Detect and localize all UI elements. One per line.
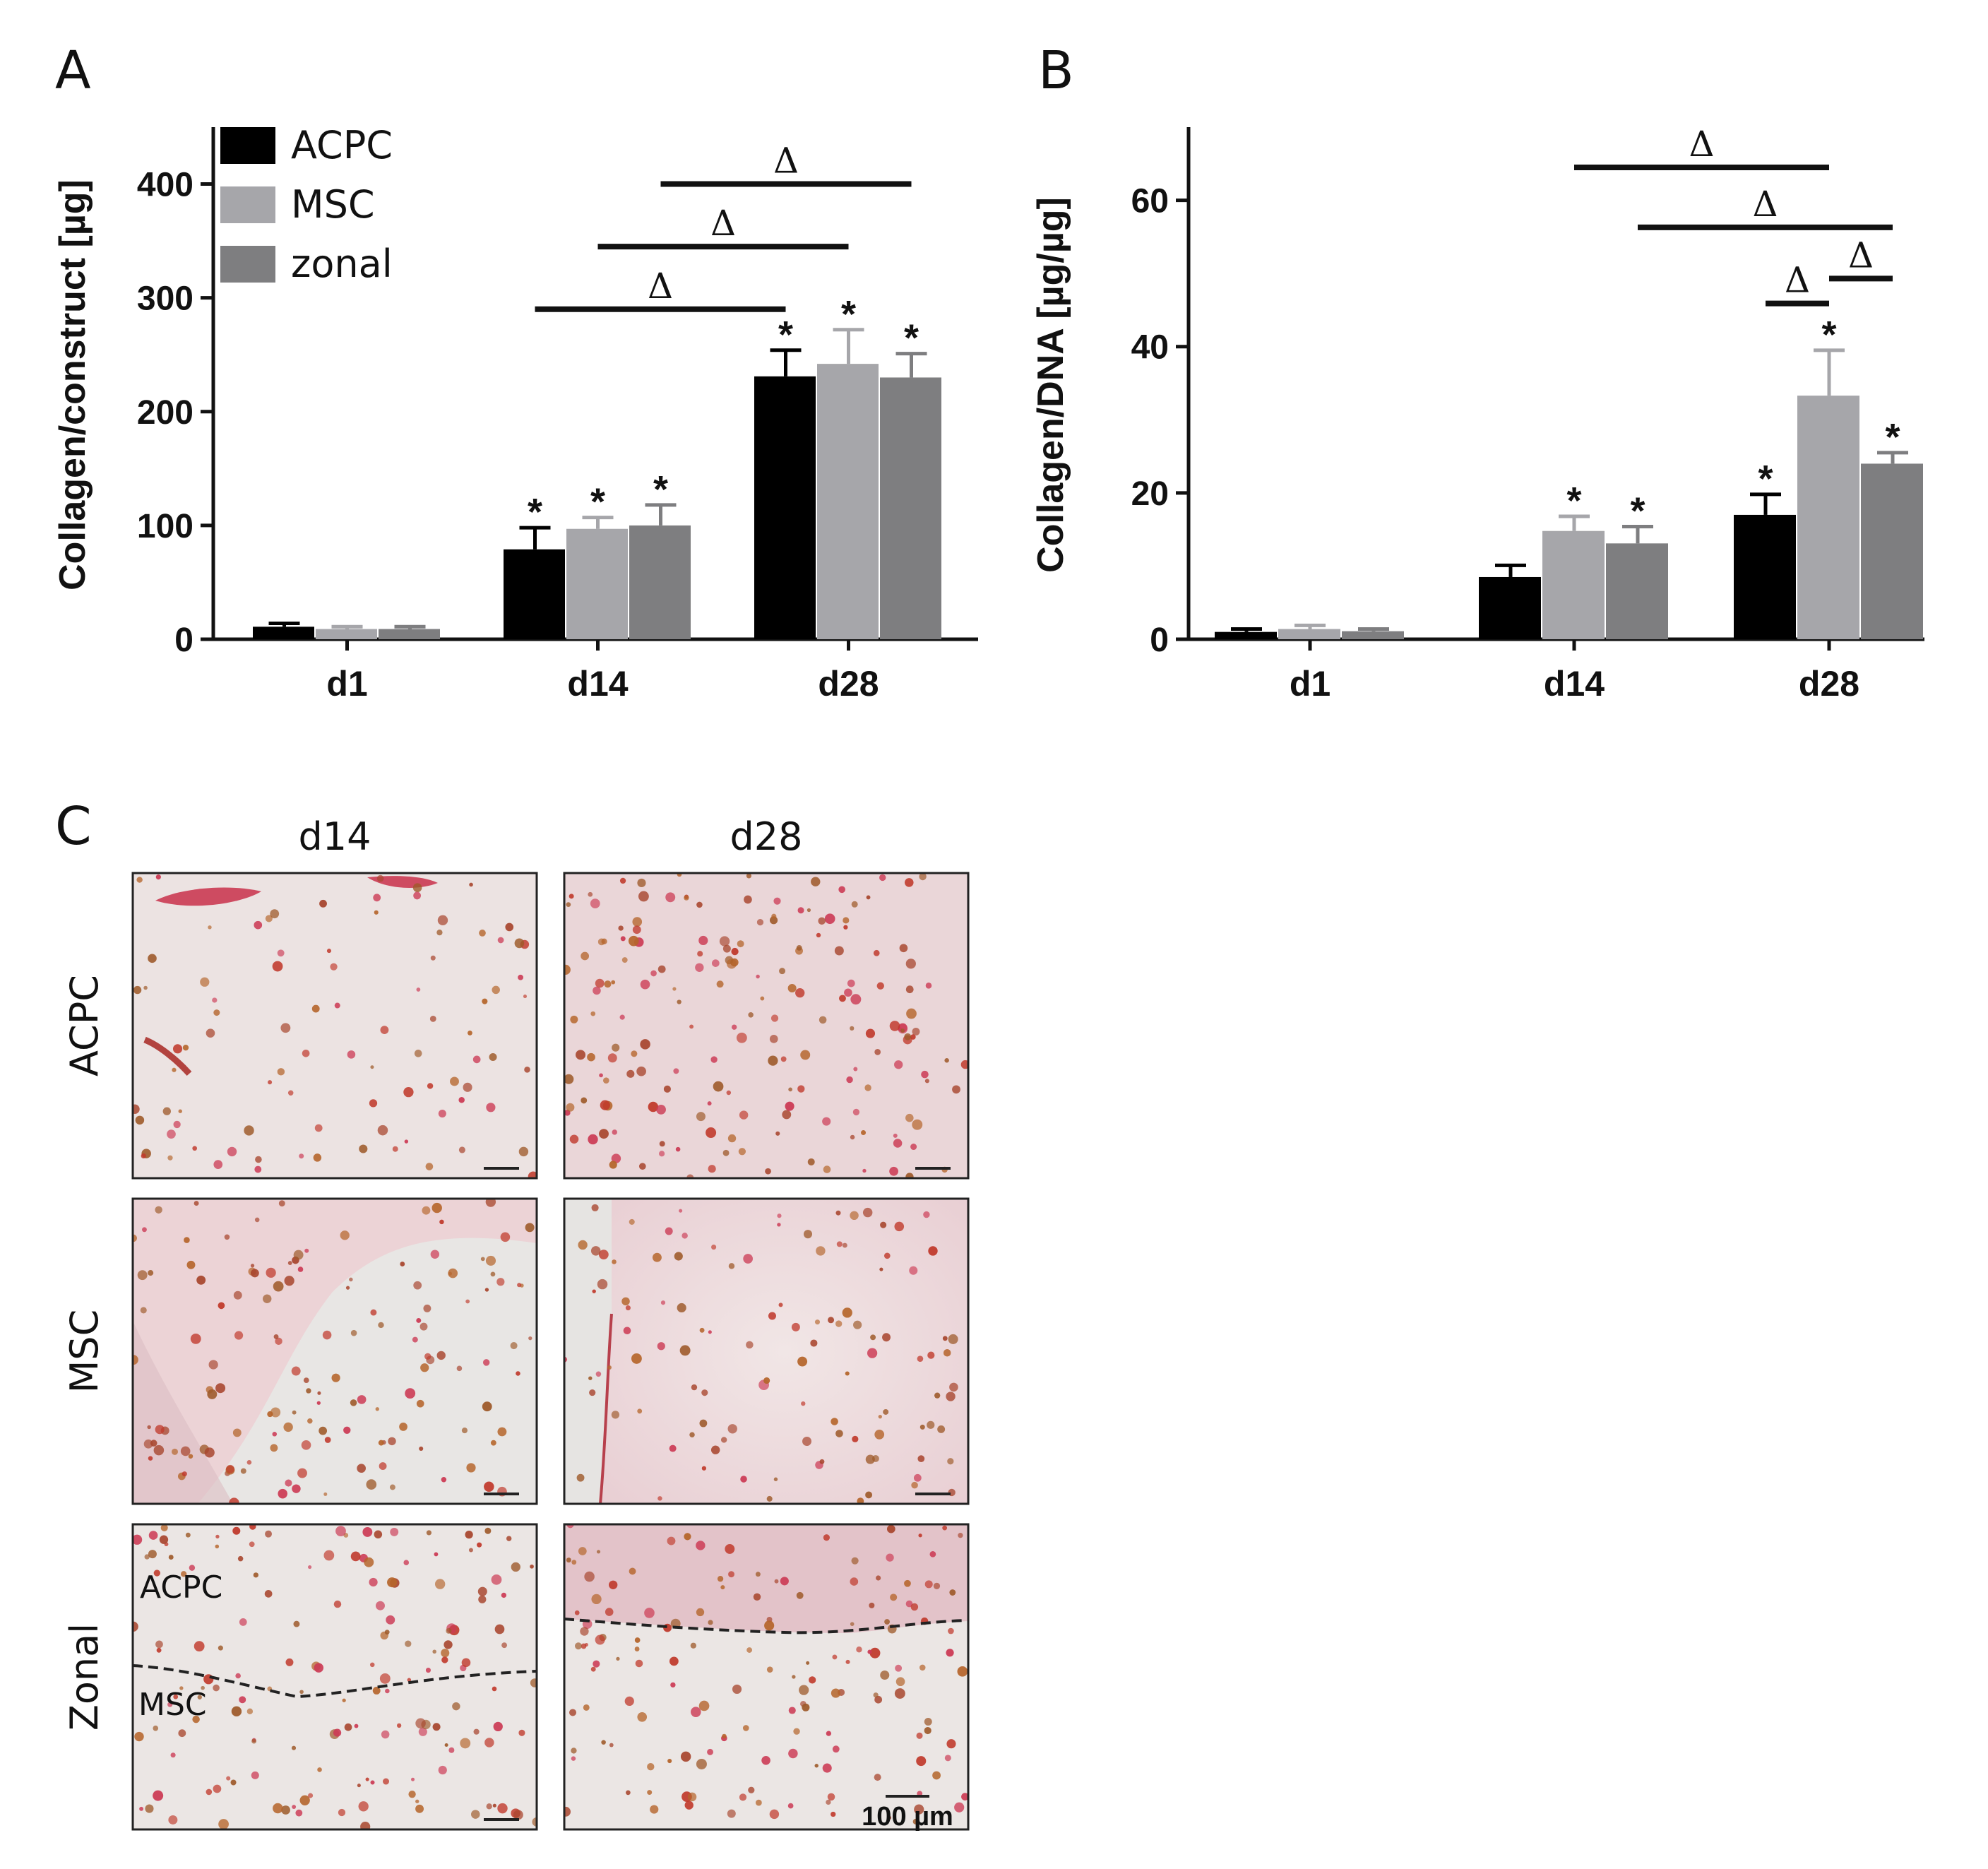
- chart-a-category-d14: d14: [567, 664, 628, 704]
- chart-a-bar-MSC-d14: [566, 528, 628, 639]
- chart-b-bar-zonal-d1: [1342, 631, 1404, 639]
- zonal-label-msc: MSC: [138, 1687, 207, 1723]
- chart-b-asterisk-zonal-d28: *: [1885, 416, 1900, 458]
- panel-label-b: B: [1038, 40, 1074, 101]
- legend-label-MSC: MSC: [291, 182, 375, 227]
- chart-b-ytick-label-2: 40: [1131, 329, 1169, 367]
- chart-b-bar-ACPC-d28: [1734, 514, 1796, 639]
- column-label-d28: d28: [730, 814, 803, 859]
- chart-a: Collagen/construct [µg] 0 100 200 300 400 d1 d…: [52, 127, 978, 704]
- chart-b-category-d1: d1: [1290, 664, 1331, 704]
- chart-b-category-d28: d28: [1799, 664, 1859, 704]
- legend-swatch-MSC: [220, 186, 275, 223]
- chart-a-significance-symbol-1: Δ: [710, 203, 736, 244]
- chart-b-ytick-label-1: 20: [1131, 475, 1169, 513]
- chart-a-bar-zonal-d14: [629, 525, 691, 639]
- chart-b-bar-zonal-d14: [1606, 543, 1668, 639]
- chart-a-ytick-label-4: 400: [137, 167, 194, 204]
- row-label-acpc: ACPC: [62, 975, 107, 1076]
- row-label-zonal: Zonal: [62, 1623, 107, 1731]
- chart-b-bar-zonal-d28: [1861, 463, 1923, 639]
- chart-b-significance-symbol-1: Δ: [1752, 184, 1778, 225]
- chart-b-bar-ACPC-d14: [1479, 576, 1541, 639]
- legend: ACPC MSC zonal: [220, 123, 393, 286]
- chart-a-bar-zonal-d1: [379, 629, 440, 639]
- legend-label-ACPC: ACPC: [291, 123, 393, 167]
- chart-b-significance-symbol-3: Δ: [1848, 235, 1874, 275]
- chart-a-asterisk-ACPC-d28: *: [778, 314, 793, 356]
- chart-b-asterisk-zonal-d14: *: [1630, 490, 1645, 533]
- chart-b-significance-symbol-2: Δ: [1785, 260, 1810, 301]
- chart-b-ytick-label-3: 60: [1131, 183, 1169, 220]
- chart-b-significance-symbol-0: Δ: [1689, 124, 1714, 165]
- chart-a-category-d1: d1: [326, 664, 367, 704]
- chart-a-category-d28: d28: [818, 664, 879, 704]
- micrograph-acpc-d14: [131, 872, 538, 1180]
- chart-b-bar-ACPC-d1: [1215, 631, 1277, 639]
- chart-b-ylabel: Collagen/DNA [µg/µg]: [1030, 197, 1071, 573]
- micrograph-zonal-d28: 100 µm: [563, 1523, 970, 1832]
- chart-a-bar-zonal-d28: [880, 377, 941, 639]
- panel-label-c: C: [55, 796, 92, 857]
- chart-a-asterisk-MSC-d28: *: [841, 293, 856, 336]
- chart-b-bar-MSC-d14: [1542, 530, 1605, 639]
- chart-a-ytick-label-2: 200: [137, 394, 194, 432]
- chart-b-asterisk-MSC-d14: *: [1566, 480, 1581, 522]
- chart-a-ylabel: Collagen/construct [µg]: [52, 179, 93, 591]
- chart-a-significance-symbol-2: Δ: [773, 141, 799, 182]
- micrograph-msc-d14: [131, 1197, 538, 1505]
- panel-label-a: A: [55, 40, 91, 101]
- chart-b-asterisk-MSC-d28: *: [1821, 314, 1836, 356]
- scalebar-label: 100 µm: [862, 1802, 953, 1832]
- chart-a-asterisk-zonal-d14: *: [653, 468, 668, 511]
- chart-b-bar-MSC-d1: [1278, 629, 1340, 639]
- column-label-d14: d14: [299, 814, 371, 859]
- row-label-msc: MSC: [62, 1310, 107, 1394]
- chart-a-asterisk-MSC-d14: *: [590, 481, 605, 523]
- micrograph-grid: d14 d28 ACPC MSC Zonal: [62, 814, 970, 1832]
- chart-b-ytick-label-0: 0: [1150, 622, 1169, 659]
- chart-a-bar-MSC-d28: [817, 364, 879, 639]
- legend-swatch-ACPC: [220, 127, 275, 164]
- chart-b: Collagen/DNA [µg/µg] 0 20 40 60 d1 d14 d28 * * * *…: [1030, 124, 1924, 704]
- chart-a-asterisk-ACPC-d14: *: [528, 491, 542, 533]
- legend-label-zonal: zonal: [291, 242, 393, 286]
- chart-a-ytick-label-1: 100: [137, 508, 194, 545]
- chart-a-bar-ACPC-d14: [504, 549, 565, 639]
- chart-a-significance-symbol-0: Δ: [648, 266, 673, 307]
- chart-a-bar-ACPC-d28: [754, 376, 816, 639]
- chart-b-asterisk-ACPC-d28: *: [1758, 458, 1773, 500]
- chart-a-ytick-label-3: 300: [137, 280, 194, 318]
- chart-b-bar-MSC-d28: [1797, 396, 1859, 639]
- micrograph-zonal-d14: ACPC MSC: [131, 1523, 538, 1831]
- micrograph-msc-d28: [563, 1197, 970, 1505]
- micrograph-acpc-d28: [563, 872, 970, 1180]
- chart-b-category-d14: d14: [1544, 664, 1605, 704]
- chart-a-ytick-label-0: 0: [174, 622, 194, 659]
- chart-a-bar-MSC-d1: [316, 629, 377, 639]
- chart-a-asterisk-zonal-d28: *: [904, 317, 919, 360]
- chart-a-bar-ACPC-d1: [253, 627, 314, 639]
- zonal-label-acpc: ACPC: [140, 1570, 222, 1606]
- legend-swatch-zonal: [220, 246, 275, 283]
